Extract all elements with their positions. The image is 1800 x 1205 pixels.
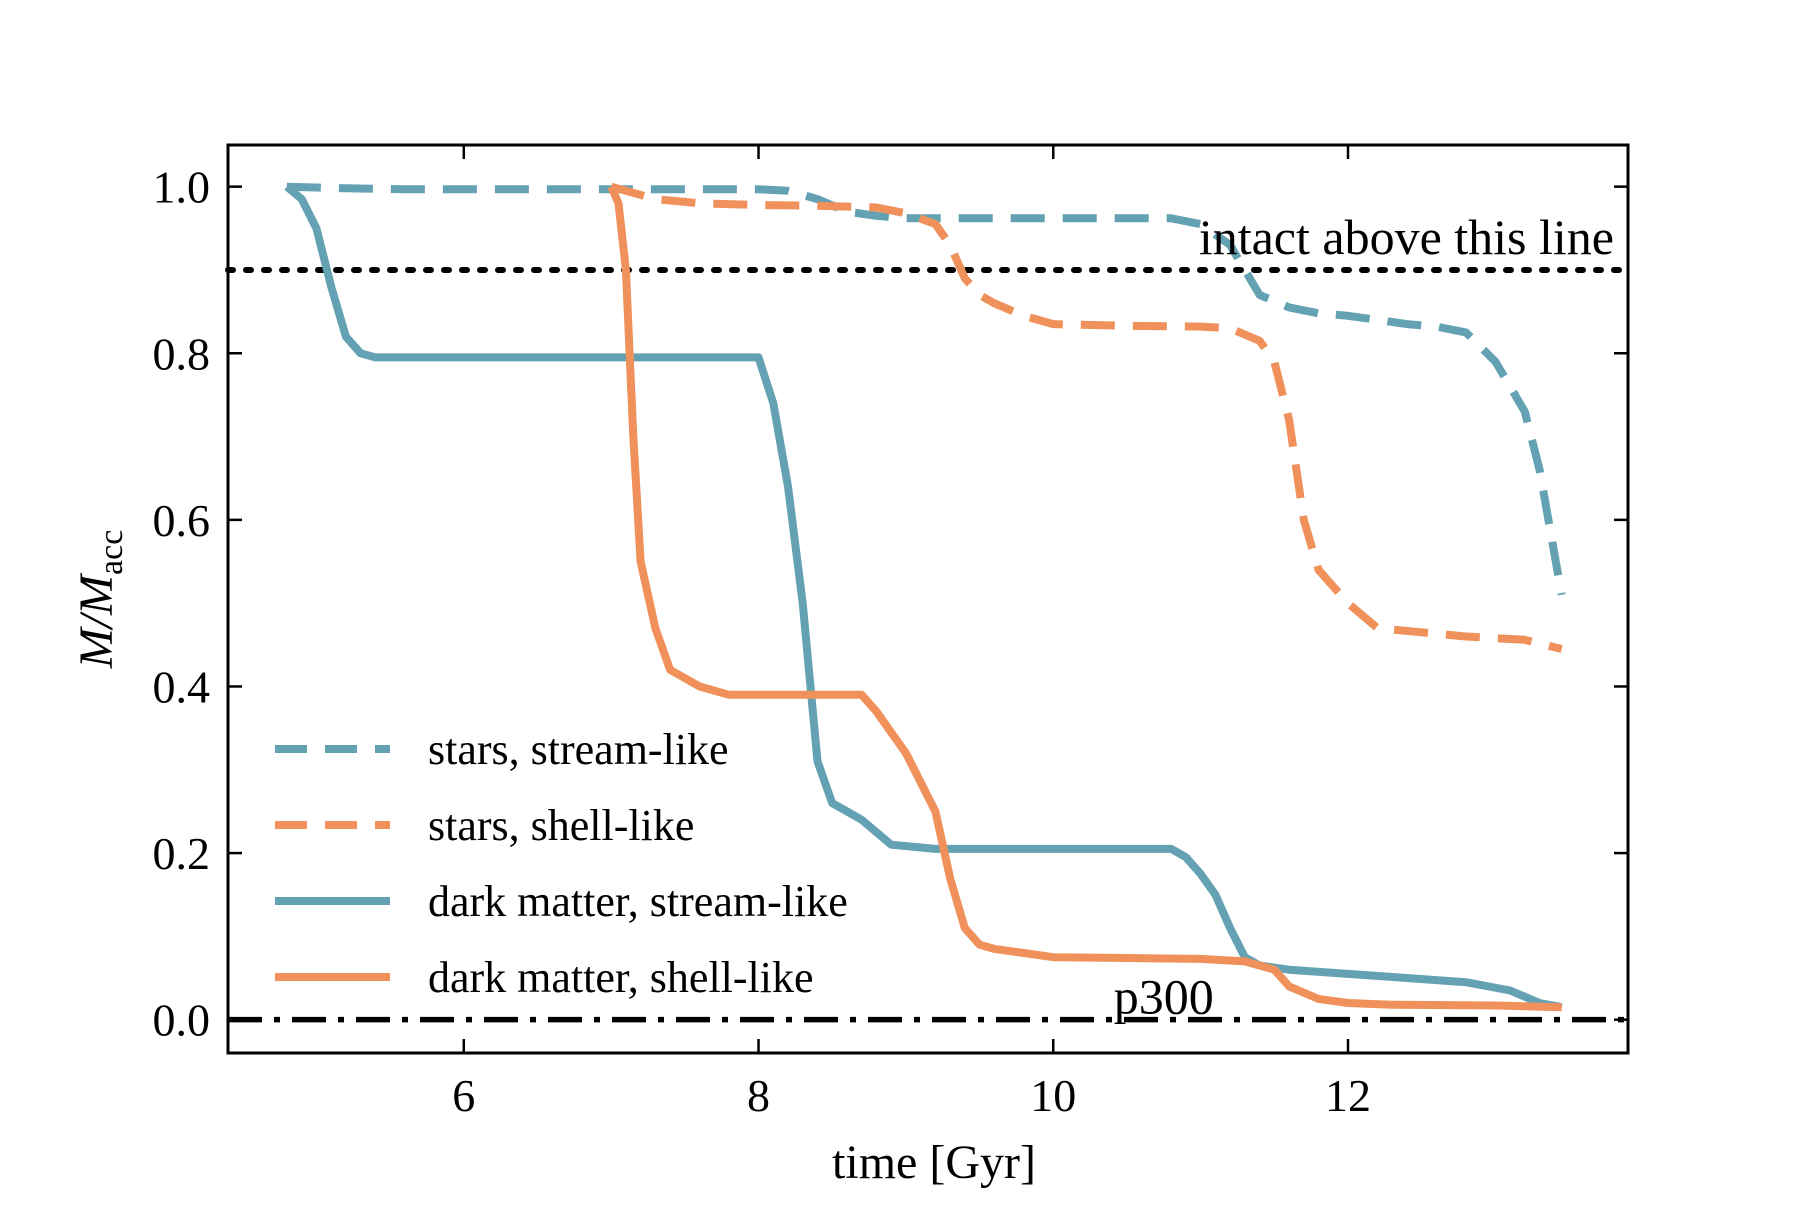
series-line-dark-matter-stream-like	[284, 183, 1563, 1012]
series-line-stars-stream-like	[286, 182, 1566, 596]
legend-label: stars, shell-like	[428, 801, 694, 850]
annotation-zero-label: p300	[1114, 969, 1214, 1025]
axes-layer: 6 8 10 12 0.0 0.2 0.4 0.6 0.8 1.0	[153, 145, 1631, 1121]
legend: stars, stream-like stars, shell-like dark …	[275, 725, 848, 1002]
legend-label: stars, stream-like	[428, 725, 729, 774]
plot-frame	[226, 143, 1630, 1055]
series-line-stars-shell-like	[610, 182, 1563, 653]
y-tick-label: 0.4	[153, 661, 211, 712]
annotation-intact-label: intact above this line	[1199, 209, 1614, 265]
series-layer	[284, 182, 1566, 1012]
y-tick-label: 0.6	[153, 495, 211, 546]
y-axis-title: M/Macc	[70, 530, 130, 670]
series-line-dark-matter-shell-like	[607, 185, 1562, 1012]
y-axis-title-main: M/M	[70, 572, 123, 669]
x-tick-label: 10	[1030, 1070, 1076, 1121]
x-tick-label: 8	[747, 1070, 770, 1121]
annotation-layer: intact above this line p300	[1114, 209, 1614, 1025]
legend-label: dark matter, shell-like	[428, 953, 814, 1002]
legend-label: dark matter, stream-like	[428, 877, 848, 926]
y-tick-label: 0.8	[153, 328, 211, 379]
y-tick-label: 0.2	[153, 828, 211, 879]
x-tick-label: 12	[1325, 1070, 1371, 1121]
x-axis-title: time [Gyr]	[832, 1136, 1036, 1189]
y-tick-label: 0.0	[153, 995, 211, 1046]
y-tick-label: 1.0	[153, 162, 211, 213]
x-tick-label: 6	[452, 1070, 475, 1121]
y-axis-title-sub: acc	[93, 530, 130, 575]
